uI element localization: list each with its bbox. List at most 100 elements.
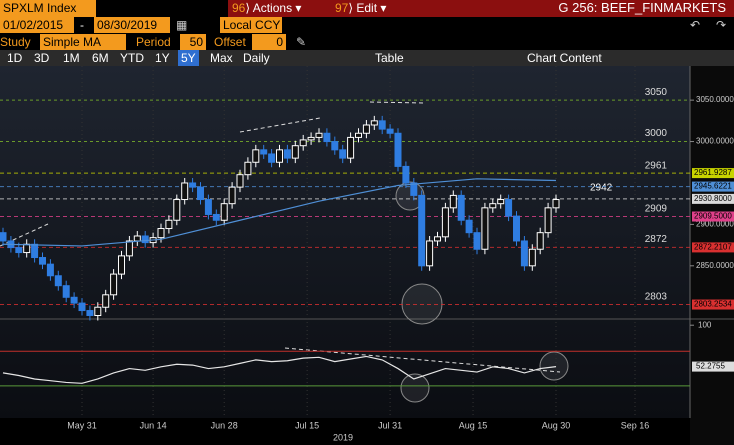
candle-body xyxy=(125,240,133,257)
candle-body xyxy=(331,141,339,151)
range-button[interactable]: 5Y xyxy=(178,50,199,66)
highlight-circles xyxy=(395,181,569,403)
candle-body xyxy=(394,132,402,167)
candle-body xyxy=(307,136,315,141)
range-button[interactable]: Max xyxy=(210,51,233,65)
candle-body xyxy=(481,207,489,250)
candle-body xyxy=(544,207,552,234)
candle-body xyxy=(362,124,370,134)
menu-edit[interactable]: 97⟩ Edit ▾ xyxy=(335,1,387,15)
y-tick-label: 2900.0000 xyxy=(696,220,734,229)
range-button[interactable]: 1D xyxy=(7,51,23,65)
range-bar: 1D 3D 1M 6M YTD 1Y 5Y Max Daily Table Chart Conten… xyxy=(0,50,734,66)
redo[interactable]: ↷ xyxy=(716,18,727,32)
year-label: 2019 xyxy=(333,432,353,442)
candle-body xyxy=(465,219,473,234)
candle-body xyxy=(457,194,465,221)
x-tick-label: Sep 16 xyxy=(621,420,650,430)
range-button[interactable]: 1Y xyxy=(155,51,170,65)
candle-body xyxy=(204,199,212,215)
range-button[interactable]: Table xyxy=(375,51,404,65)
candle-body xyxy=(133,235,141,242)
currency[interactable]: Local CCY xyxy=(220,17,282,33)
calendar-icon[interactable]: ▦ xyxy=(176,18,188,32)
level-box xyxy=(692,193,734,204)
pencil-icon[interactable]: ✎ xyxy=(296,35,307,49)
candle-body xyxy=(46,263,54,277)
x-tick-label: Jul 31 xyxy=(378,420,402,430)
undo[interactable]: ↶ xyxy=(690,18,701,32)
level-label: 3000 xyxy=(645,128,668,139)
x-tick-label: May 31 xyxy=(67,420,97,430)
range-button[interactable]: 6M xyxy=(92,51,109,65)
menu-label: Edit xyxy=(356,1,378,15)
y-tick-label: 2850.0000 xyxy=(696,261,734,270)
candle-body xyxy=(473,232,481,250)
range-button[interactable]: Chart Content xyxy=(527,51,602,65)
axis-bg xyxy=(690,66,734,445)
candle-body xyxy=(39,257,46,265)
candle-body xyxy=(157,228,165,239)
candle-body xyxy=(355,132,362,138)
level-value: 2930.8000 xyxy=(694,194,732,203)
candle-body xyxy=(536,232,544,250)
x-tick-label: Aug 15 xyxy=(459,420,488,430)
range-button[interactable]: YTD xyxy=(120,51,144,65)
candle-body xyxy=(118,255,125,275)
rsi-line xyxy=(2,355,557,384)
candle-body xyxy=(370,120,378,126)
menu-actions[interactable]: 96⟩ Actions ▾ xyxy=(232,1,302,15)
level-value: 2945.6221 xyxy=(694,182,732,191)
level-value: 2961.9287 xyxy=(694,168,732,177)
candle-body xyxy=(260,149,268,155)
candle-body xyxy=(141,235,149,244)
candle-body xyxy=(15,247,23,254)
candle-body xyxy=(181,182,189,201)
offset-label: Offset xyxy=(214,35,246,49)
study[interactable]: Simple MA xyxy=(40,34,126,50)
level-box xyxy=(692,299,734,310)
period-label: Period xyxy=(136,35,171,49)
x-tick-label: Aug 30 xyxy=(542,420,571,430)
candle-body xyxy=(165,219,173,230)
end-date[interactable]: 08/30/2019 xyxy=(94,17,170,33)
candle-body xyxy=(276,149,283,163)
candle-body xyxy=(110,273,118,296)
start-date[interactable]: 01/02/2015 xyxy=(0,17,74,33)
rsi-value-box xyxy=(692,361,734,372)
y-tick-label: 3000.0000 xyxy=(696,137,734,146)
period[interactable]: 50 xyxy=(180,34,206,50)
range-button[interactable]: 3D xyxy=(34,51,50,65)
candle-body xyxy=(315,132,323,138)
title-bar xyxy=(228,0,734,17)
candle-body xyxy=(94,306,102,317)
candle-body xyxy=(23,243,31,254)
offset[interactable]: 0 xyxy=(252,34,286,50)
candle-body xyxy=(70,296,78,304)
candle-body xyxy=(552,199,560,209)
candle-body xyxy=(86,310,94,317)
candle-body xyxy=(244,161,252,176)
range-button[interactable]: 1M xyxy=(63,51,80,65)
candle-body xyxy=(228,186,236,205)
candle-body xyxy=(173,199,181,221)
level-box xyxy=(692,242,734,253)
candle-body xyxy=(386,128,394,134)
x-tick-label: Jun 28 xyxy=(211,420,238,430)
study-label: Study xyxy=(0,35,31,49)
chart: 2942 2019 May 31 Jun 14 Jun 28 Jul 15 Jul 31… xyxy=(0,66,734,445)
candle-body xyxy=(497,199,505,205)
candle-body xyxy=(441,207,449,238)
candle-body xyxy=(268,153,276,163)
level-box xyxy=(692,181,734,192)
candle-body xyxy=(291,145,299,159)
ticker[interactable]: SPXLM Index xyxy=(0,0,96,17)
candle-body xyxy=(54,275,62,287)
range-button[interactable]: Daily xyxy=(243,51,270,65)
candle-body xyxy=(31,243,39,259)
candle-body xyxy=(197,186,204,201)
candle-body xyxy=(426,240,434,267)
candle-body xyxy=(189,182,197,188)
candle-body xyxy=(62,285,70,298)
